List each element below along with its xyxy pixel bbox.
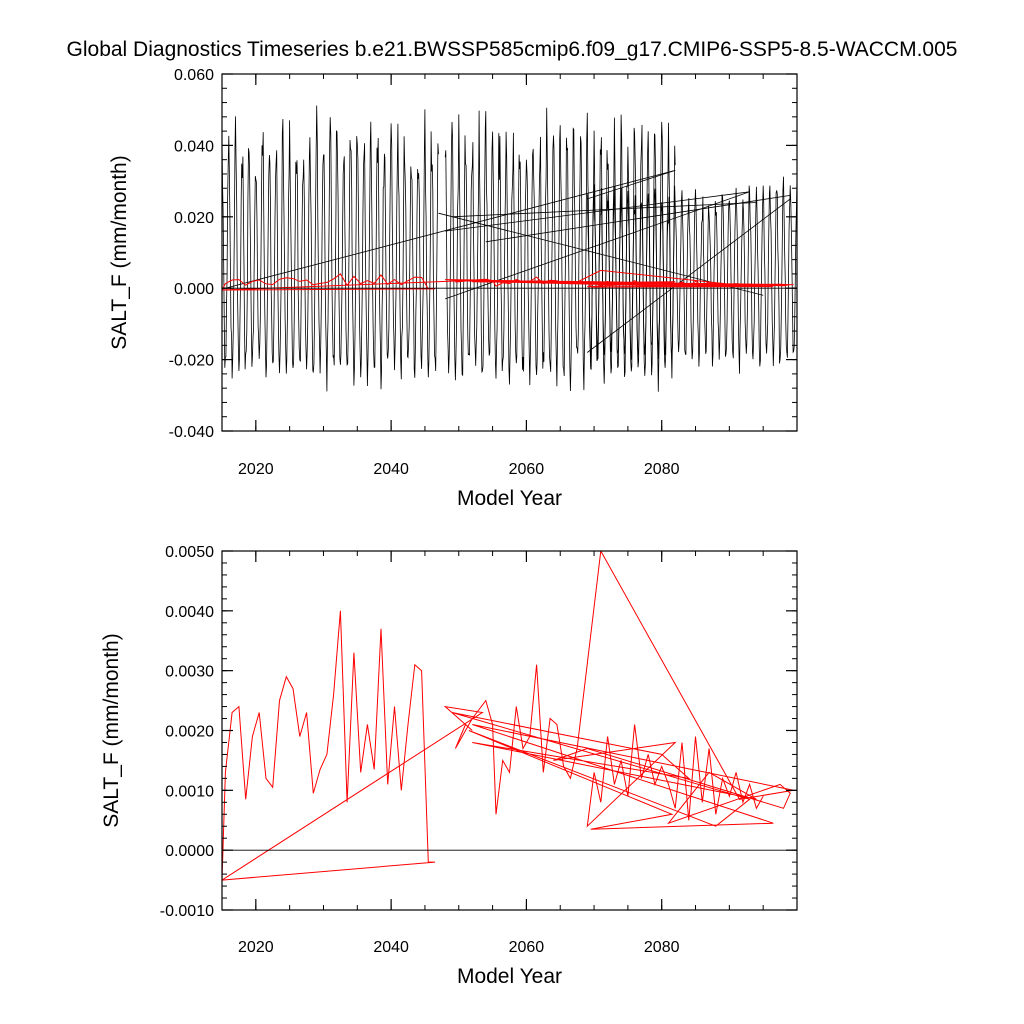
y-tick-label: 0.0030	[165, 664, 214, 681]
x-tick-label: 2080	[644, 461, 680, 478]
x-axis-label: Model Year	[457, 965, 562, 988]
monthly-connector-line	[445, 191, 750, 232]
y-tick-label: 0.0050	[165, 544, 214, 561]
x-axis-label: Model Year	[457, 487, 562, 510]
plot-frame	[221, 73, 798, 432]
x-tick-label: 2020	[238, 461, 274, 478]
y-tick-label: -0.0010	[160, 903, 214, 920]
y-axis-label: SALT_F (mm/month)	[100, 633, 123, 827]
y-tick-label: -0.020	[169, 353, 214, 370]
y-tick-label: 0.040	[174, 138, 214, 155]
y-axis-label: SALT_F (mm/month)	[108, 155, 131, 349]
x-tick-label: 2020	[238, 939, 274, 956]
monthly-connector-line	[451, 202, 757, 218]
monthly-series-segment	[222, 105, 439, 392]
x-tick-label: 2080	[644, 939, 680, 956]
annual-series-line-top	[222, 269, 794, 291]
bottom-panel: 2020 2040 2060 2080 -0.0010 0.0000 0.0010 0.002…	[100, 544, 798, 988]
y-tick-label: 0.020	[174, 210, 214, 227]
top-panel: 2020 2040 2060 2080 -0.040 -0.020 0.000 0.020 0.…	[108, 67, 798, 510]
monthly-connector-line	[485, 195, 791, 243]
y-tick-label: 0.000	[174, 281, 214, 298]
y-tick-label: -0.040	[169, 424, 214, 441]
y-tick-label: 0.0010	[165, 783, 214, 800]
x-tick-label: 2040	[373, 461, 409, 478]
monthly-series-segment	[586, 176, 797, 374]
monthly-connector-line	[587, 170, 676, 200]
x-tick-label: 2060	[509, 939, 545, 956]
annual-series-line	[222, 551, 794, 881]
page-title: Global Diagnostics Timeseries b.e21.BWSS…	[66, 38, 958, 61]
y-tick-label: 0.0000	[165, 843, 214, 860]
y-tick-label: 0.060	[174, 67, 214, 84]
x-tick-label: 2060	[509, 461, 545, 478]
x-tick-label: 2040	[373, 939, 409, 956]
y-tick-label: 0.0040	[165, 604, 214, 621]
monthly-connector-line	[587, 198, 791, 353]
y-tick-label: 0.0020	[165, 724, 214, 741]
monthly-connector-line	[225, 170, 676, 289]
